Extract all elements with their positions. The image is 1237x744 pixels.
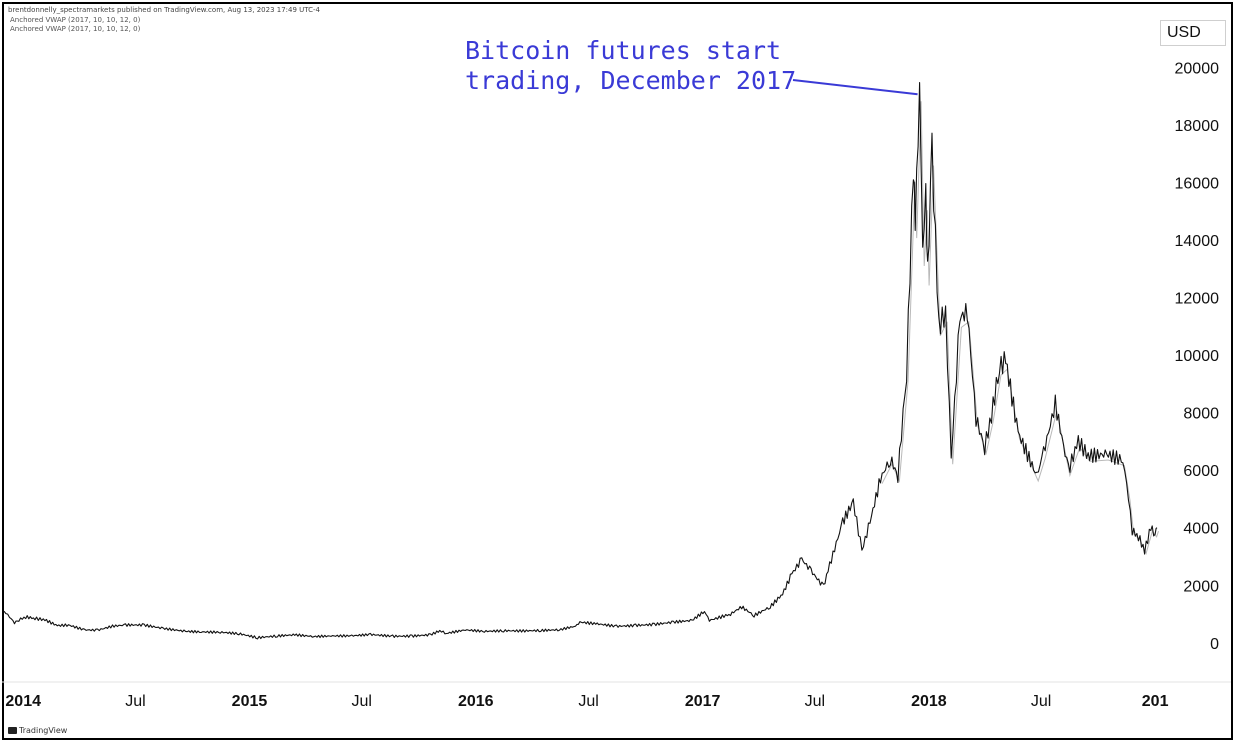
- time-axis[interactable]: 2014 Jul 2015 Jul 2016 Jul 2017 Jul 2018 Jul 201: [2, 681, 1231, 710]
- x-tick-label: Jul: [805, 693, 825, 710]
- published-info: brentdonnelly_spectramarkets published o…: [8, 6, 321, 14]
- plot-area: [3, 82, 1159, 640]
- currency-label[interactable]: USD: [1160, 20, 1226, 46]
- annotation-arrow: [792, 79, 918, 96]
- vwap-line: [881, 101, 1159, 555]
- y-tick-label: 2000: [1183, 578, 1219, 595]
- y-tick-label: 10000: [1175, 348, 1220, 365]
- footer-brand[interactable]: TradingView: [8, 726, 67, 735]
- price-line: [3, 82, 1158, 640]
- x-tick-label: 201: [1142, 693, 1169, 710]
- y-tick-label: 14000: [1175, 233, 1220, 250]
- x-tick-label: 2015: [232, 693, 268, 710]
- x-tick-label: Jul: [351, 693, 371, 710]
- annotation-line-2: trading, December 2017: [465, 66, 797, 95]
- y-tick-label: 16000: [1175, 175, 1220, 192]
- tradingview-logo-icon: [8, 727, 17, 734]
- indicator-label-1[interactable]: Anchored VWAP (2017, 10, 10, 12, 0): [10, 16, 141, 24]
- x-tick-label: 2016: [458, 693, 494, 710]
- x-tick-label: 2014: [5, 693, 41, 710]
- footer-brand-label: TradingView: [19, 726, 68, 735]
- x-tick-label: 2017: [685, 693, 721, 710]
- annotation-arrow-line: [792, 79, 918, 96]
- x-tick-label: Jul: [578, 693, 598, 710]
- y-tick-label: 6000: [1183, 463, 1219, 480]
- x-tick-label: Jul: [1031, 693, 1051, 710]
- annotation-line-1: Bitcoin futures start: [465, 36, 782, 65]
- futures-annotation: Bitcoin futures start trading, December …: [465, 36, 796, 96]
- y-tick-label: 0: [1210, 636, 1219, 653]
- y-tick-label: 4000: [1183, 521, 1219, 538]
- indicator-label-2[interactable]: Anchored VWAP (2017, 10, 10, 12, 0): [10, 25, 141, 33]
- y-tick-label: 8000: [1183, 406, 1219, 423]
- x-tick-label: 2018: [911, 693, 947, 710]
- price-axis[interactable]: 0 2000 4000 6000 8000 10000 12000 14000 16000 180…: [1175, 60, 1220, 653]
- y-tick-label: 18000: [1175, 118, 1220, 135]
- y-tick-label: 12000: [1175, 291, 1220, 308]
- y-tick-label: 20000: [1175, 60, 1220, 77]
- x-tick-label: Jul: [125, 693, 145, 710]
